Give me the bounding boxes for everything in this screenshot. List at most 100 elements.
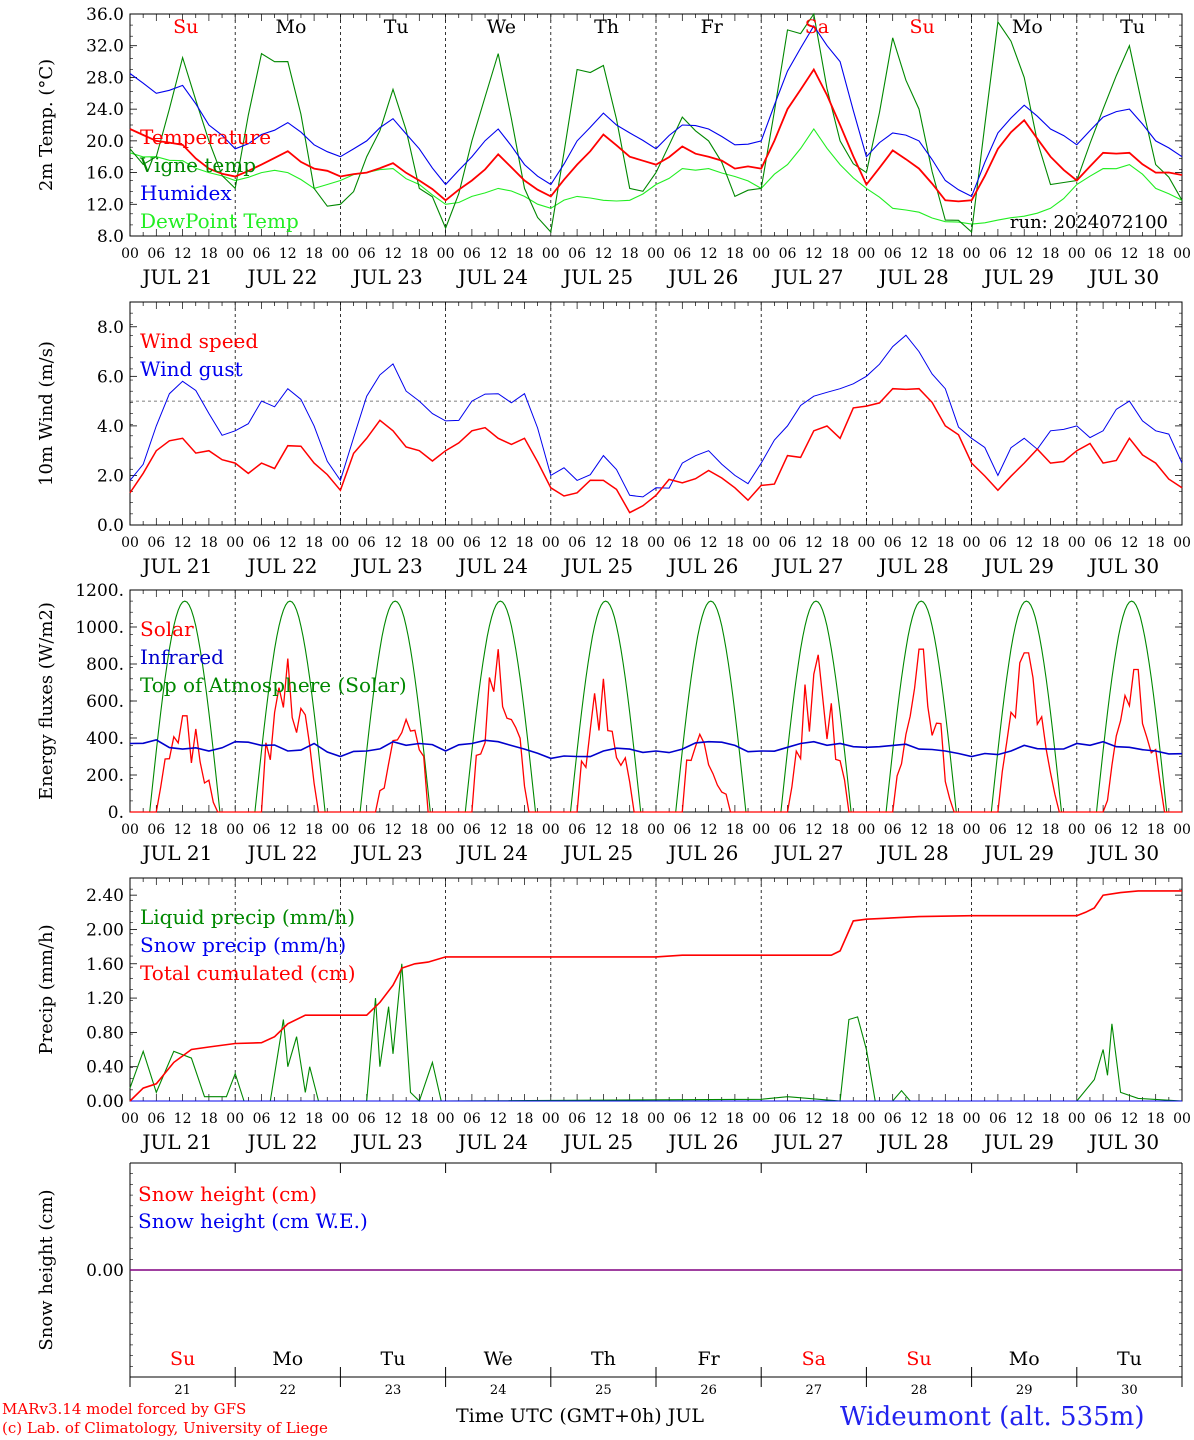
hour-tick-label: 12 bbox=[1120, 1111, 1138, 1127]
hour-tick-label: 00 bbox=[647, 822, 665, 838]
date-label: JUL 27 bbox=[772, 1130, 844, 1154]
hour-tick-label: 06 bbox=[1094, 246, 1112, 262]
y-tick-label: 8.0 bbox=[97, 318, 124, 338]
hour-tick-label: 00 bbox=[542, 246, 560, 262]
hour-tick-label: 06 bbox=[779, 246, 797, 262]
date-label: JUL 30 bbox=[1087, 265, 1159, 289]
y-tick-label: 1000. bbox=[75, 618, 124, 638]
hour-tick-label: 18 bbox=[200, 535, 218, 551]
hour-tick-label: 06 bbox=[568, 822, 586, 838]
hour-tick-label: 18 bbox=[726, 822, 744, 838]
date-label: JUL 22 bbox=[246, 841, 318, 865]
hour-tick-label: 00 bbox=[857, 1111, 875, 1127]
hour-tick-label: 18 bbox=[1042, 822, 1060, 838]
hour-tick-label: 00 bbox=[226, 1111, 244, 1127]
legend-entry: DewPoint Temp bbox=[140, 209, 299, 233]
hour-tick-label: 12 bbox=[174, 535, 192, 551]
hour-tick-label: 00 bbox=[963, 822, 981, 838]
legend-entry: Snow height (cm) bbox=[138, 1182, 317, 1206]
hour-tick-label: 12 bbox=[700, 822, 718, 838]
hour-tick-label: 12 bbox=[594, 1111, 612, 1127]
day-name-label: Tu bbox=[381, 1348, 406, 1370]
hour-tick-label: 12 bbox=[489, 822, 507, 838]
y-tick-label: 0.80 bbox=[86, 1023, 124, 1043]
series-line-wind-gust bbox=[129, 334, 1183, 498]
series-line-wind-speed bbox=[129, 387, 1183, 514]
hour-tick-label: 18 bbox=[410, 535, 428, 551]
hour-tick-label: 00 bbox=[963, 1111, 981, 1127]
panel-3: 0. 200. 400. 600. 800. 1000. 1200. Energy fluxe… bbox=[36, 581, 1191, 865]
date-label: JUL 30 bbox=[1087, 841, 1159, 865]
hour-tick-label: 00 bbox=[226, 535, 244, 551]
y-axis-title: 2m Temp. (°C) bbox=[36, 59, 57, 191]
hour-tick-label: 18 bbox=[410, 822, 428, 838]
day-name-label: Su bbox=[173, 16, 198, 38]
y-tick-label: 1.60 bbox=[86, 955, 124, 975]
hour-tick-label: 12 bbox=[174, 246, 192, 262]
hour-tick-label: 18 bbox=[726, 246, 744, 262]
hour-tick-label: 06 bbox=[147, 1111, 165, 1127]
hour-tick-label: 18 bbox=[936, 1111, 954, 1127]
day-number-label: 23 bbox=[385, 1383, 402, 1398]
legend-entry: Vigne temp bbox=[139, 153, 256, 177]
date-label: JUL 21 bbox=[140, 841, 212, 865]
series-line-vigne-temp bbox=[129, 12, 1183, 234]
series-line-infrared bbox=[129, 739, 1183, 760]
hour-tick-label: 00 bbox=[857, 246, 875, 262]
hour-tick-label: 00 bbox=[437, 1111, 455, 1127]
panel-1: 8.0 12.0 16.0 20.0 24.0 28.0 32.0 36.0 2m Temp. … bbox=[36, 5, 1191, 289]
date-label: JUL 22 bbox=[246, 1130, 318, 1154]
hour-tick-label: 12 bbox=[805, 1111, 823, 1127]
day-name-label: Tu bbox=[384, 16, 409, 38]
panel-2: 0.0 2.0 4.0 6.0 8.0 10m Wind (m/s) Wind speed W… bbox=[36, 301, 1191, 578]
hour-tick-label: 18 bbox=[200, 822, 218, 838]
hour-tick-label: 18 bbox=[621, 246, 639, 262]
hour-tick-label: 06 bbox=[884, 822, 902, 838]
hour-tick-label: 12 bbox=[384, 535, 402, 551]
y-tick-label: 6.0 bbox=[97, 367, 124, 387]
day-number-label: 25 bbox=[595, 1383, 612, 1398]
hour-tick-label: 18 bbox=[410, 246, 428, 262]
hour-tick-label: 06 bbox=[253, 1111, 271, 1127]
hour-tick-label: 12 bbox=[384, 246, 402, 262]
date-label: JUL 24 bbox=[456, 1130, 528, 1154]
date-label: JUL 23 bbox=[351, 841, 423, 865]
hour-tick-label: 00 bbox=[121, 246, 139, 262]
y-tick-label: 200. bbox=[86, 766, 124, 786]
hour-tick-label: 00 bbox=[226, 822, 244, 838]
date-label: JUL 29 bbox=[982, 554, 1054, 578]
hour-tick-label: 06 bbox=[884, 1111, 902, 1127]
day-name-label: Su bbox=[910, 16, 935, 38]
plot-frame bbox=[129, 301, 1183, 526]
hour-tick-label: 06 bbox=[673, 822, 691, 838]
hour-tick-label: 12 bbox=[1015, 246, 1033, 262]
hour-tick-label: 06 bbox=[463, 246, 481, 262]
hour-tick-label: 18 bbox=[831, 1111, 849, 1127]
date-label: JUL 30 bbox=[1087, 554, 1159, 578]
series-line-dewpoint-temp bbox=[129, 128, 1183, 225]
hour-tick-label: 12 bbox=[805, 822, 823, 838]
y-tick-label: 1.20 bbox=[86, 989, 124, 1009]
hour-tick-label: 00 bbox=[1173, 246, 1191, 262]
hour-tick-label: 12 bbox=[384, 1111, 402, 1127]
hour-tick-label: 06 bbox=[463, 1111, 481, 1127]
hour-tick-label: 12 bbox=[1015, 535, 1033, 551]
day-name-label: Mo bbox=[1012, 16, 1043, 38]
day-name-label: Fr bbox=[697, 1348, 720, 1370]
hour-tick-label: 00 bbox=[752, 822, 770, 838]
hour-tick-label: 12 bbox=[279, 535, 297, 551]
hour-tick-label: 18 bbox=[621, 822, 639, 838]
hour-tick-label: 12 bbox=[1120, 535, 1138, 551]
hour-tick-label: 18 bbox=[726, 535, 744, 551]
time-axis-title: Time UTC (GMT+0h) JUL bbox=[456, 1405, 704, 1427]
hour-tick-label: 06 bbox=[673, 1111, 691, 1127]
hour-tick-label: 18 bbox=[200, 1111, 218, 1127]
hour-tick-label: 18 bbox=[516, 246, 534, 262]
day-name-label: Sa bbox=[805, 16, 829, 38]
y-axis-title: Snow height (cm) bbox=[36, 1189, 57, 1350]
hour-tick-label: 18 bbox=[831, 535, 849, 551]
hour-tick-label: 00 bbox=[963, 535, 981, 551]
day-name-label: Fr bbox=[701, 16, 724, 38]
date-label: JUL 24 bbox=[456, 265, 528, 289]
hour-tick-label: 00 bbox=[542, 1111, 560, 1127]
